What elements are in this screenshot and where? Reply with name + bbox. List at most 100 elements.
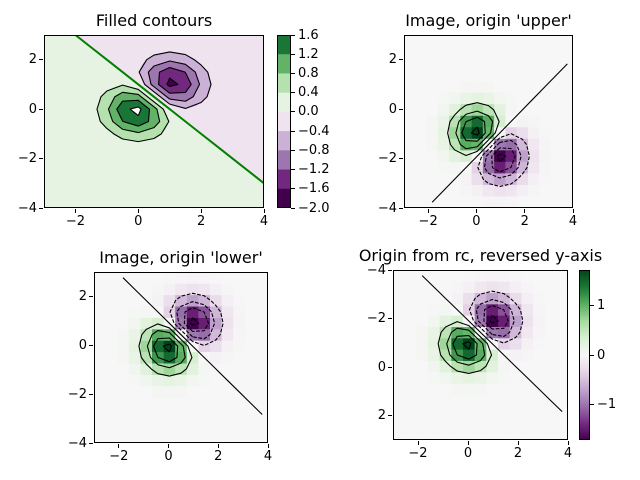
colorbar-tick	[291, 207, 295, 209]
x-tick	[118, 444, 120, 448]
x-tick	[267, 444, 269, 448]
image-origin-lower-canvas	[94, 272, 268, 443]
x-tick-label: 2	[197, 214, 206, 229]
x-tick	[517, 441, 519, 445]
y-tick	[39, 108, 43, 110]
y-tick	[89, 295, 93, 297]
y-tick-label: −4	[67, 435, 87, 451]
y-tick	[388, 415, 392, 417]
subplot-title: Filled contours	[95, 11, 213, 30]
colorbar-tick	[291, 111, 295, 113]
colorbar-tick	[291, 130, 295, 132]
subplot-title: Image, origin 'upper'	[405, 11, 572, 30]
y-tick-label: 2	[78, 288, 87, 304]
colorbar-tick-label: 0.0	[298, 104, 319, 120]
x-tick	[137, 209, 139, 213]
y-tick-label: 2	[377, 408, 386, 424]
y-tick-label: 0	[28, 101, 37, 117]
colorbar-tick-label: −1.2	[298, 162, 330, 178]
colorbar-tick-label: 1.2	[298, 46, 319, 62]
colorbar-tick-label: −0.8	[298, 142, 330, 158]
x-tick	[263, 209, 265, 213]
colorbar-tick-label: −2.0	[298, 200, 330, 216]
y-tick-label: −4	[377, 200, 397, 216]
y-tick	[39, 207, 43, 209]
x-tick-label: 0	[472, 214, 481, 229]
y-tick	[399, 207, 403, 209]
colorbar-tick	[291, 53, 295, 55]
filled-contour-plot-canvas	[44, 35, 264, 208]
y-tick-label: 2	[388, 52, 397, 68]
y-tick	[89, 344, 93, 346]
y-tick-label: 0	[388, 101, 397, 117]
x-tick-label: 4	[263, 449, 273, 464]
colorbar-tick	[590, 305, 594, 307]
y-tick-label: −2	[17, 151, 37, 167]
x-tick	[567, 441, 569, 445]
y-tick-label: 2	[28, 52, 37, 68]
colorbar-tick-label: 1	[597, 298, 606, 314]
colorbar-tick-label: −1.6	[298, 181, 330, 197]
colorbar-tick	[291, 92, 295, 94]
x-tick	[417, 441, 419, 445]
x-tick	[168, 444, 170, 448]
colorbar-tick	[291, 34, 295, 36]
x-tick	[475, 209, 477, 213]
colorbar-tick-label: 0.8	[298, 65, 319, 81]
colorbar-tick	[590, 403, 594, 405]
x-tick-label: 4	[568, 214, 578, 229]
colorbar-tick-label: 0	[597, 347, 606, 363]
x-tick-label: 2	[513, 446, 523, 461]
y-tick-label: −4	[366, 262, 386, 278]
x-tick-label: −2	[408, 446, 428, 461]
x-tick-label: −2	[109, 449, 129, 464]
y-tick-label: −2	[67, 386, 87, 402]
x-tick	[572, 209, 574, 213]
origin-rc-reversed-canvas	[393, 270, 568, 440]
colorbar-tick-label: 0.4	[298, 85, 319, 101]
x-tick-label: 0	[463, 446, 473, 461]
colorbar-tick	[291, 72, 295, 74]
y-tick	[399, 59, 403, 61]
colorbar-tick-label: −0.4	[298, 123, 330, 139]
x-tick	[74, 209, 76, 213]
y-tick-label: 0	[377, 359, 386, 375]
y-tick-label: −4	[17, 200, 37, 216]
y-tick	[388, 318, 392, 320]
x-tick-label: −2	[418, 214, 438, 229]
y-tick	[388, 366, 392, 368]
x-tick-label: 0	[134, 214, 143, 229]
y-tick	[39, 59, 43, 61]
x-tick-label: 0	[164, 449, 173, 464]
colorbar-tick	[291, 188, 295, 190]
y-tick	[399, 108, 403, 110]
x-tick	[217, 444, 219, 448]
y-tick	[399, 158, 403, 160]
x-tick-label: 2	[214, 449, 223, 464]
x-tick-label: 2	[520, 214, 529, 229]
colorbar-tick	[291, 169, 295, 171]
colorbar-tick-label: 1.6	[298, 27, 319, 43]
colorbar-tick	[590, 354, 594, 356]
x-tick-label: 4	[563, 446, 573, 461]
y-tick	[89, 393, 93, 395]
x-tick	[524, 209, 526, 213]
colorbar-discrete-canvas	[277, 35, 291, 208]
y-tick	[89, 442, 93, 444]
image-origin-upper-canvas	[404, 35, 573, 208]
x-tick	[467, 441, 469, 445]
x-tick-label: −2	[65, 214, 85, 229]
x-tick-label: 4	[259, 214, 269, 229]
y-tick	[39, 158, 43, 160]
x-tick	[427, 209, 429, 213]
subplot-title: Image, origin 'lower'	[99, 248, 263, 267]
colorbar-tick-label: −1	[597, 396, 617, 412]
y-tick-label: −2	[366, 311, 386, 327]
colorbar-continuous-canvas	[579, 270, 590, 440]
y-tick-label: −2	[377, 151, 397, 167]
x-tick	[200, 209, 202, 213]
subplot-title: Origin from rc, reversed y-axis	[358, 246, 603, 265]
y-tick	[388, 269, 392, 271]
y-tick-label: 0	[78, 337, 87, 353]
